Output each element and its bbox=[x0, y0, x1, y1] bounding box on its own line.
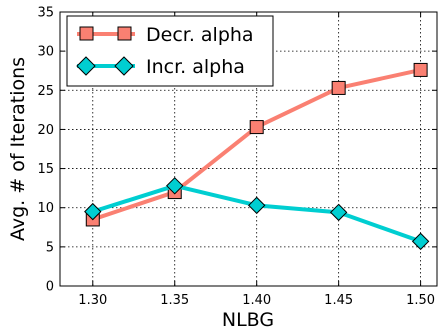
x-tick-label: 1.30 bbox=[78, 293, 107, 308]
y-tick-label: 20 bbox=[37, 123, 54, 138]
y-tick-label: 5 bbox=[46, 240, 54, 255]
legend-label-decr-alpha: Decr. alpha bbox=[146, 24, 254, 46]
x-axis-label: NLBG bbox=[222, 309, 274, 331]
y-tick-label: 15 bbox=[37, 162, 54, 177]
y-tick-label: 10 bbox=[37, 201, 54, 216]
y-tick-label: 25 bbox=[37, 84, 54, 99]
legend-label-incr-alpha: Incr. alpha bbox=[146, 56, 245, 78]
data-point-decr-alpha bbox=[332, 81, 345, 94]
data-point-decr-alpha bbox=[250, 121, 263, 134]
y-tick-label: 35 bbox=[37, 6, 54, 21]
x-tick-label: 1.45 bbox=[324, 293, 353, 308]
legend-marker-decr-alpha bbox=[80, 27, 93, 40]
y-tick-label: 0 bbox=[46, 280, 54, 295]
y-tick-label: 30 bbox=[37, 45, 54, 60]
legend: Decr. alpha Incr. alpha bbox=[67, 16, 273, 86]
data-point-incr-alpha bbox=[413, 233, 429, 249]
x-tick-label: 1.40 bbox=[242, 293, 271, 308]
data-point-decr-alpha bbox=[414, 63, 427, 76]
x-tick-label: 1.50 bbox=[406, 293, 435, 308]
x-tick-label: 1.35 bbox=[160, 293, 189, 308]
data-point-incr-alpha bbox=[249, 197, 265, 213]
legend-marker-decr-alpha bbox=[118, 27, 131, 40]
data-point-incr-alpha bbox=[331, 204, 347, 220]
y-axis-label: Avg. # of Iterations bbox=[7, 57, 29, 241]
